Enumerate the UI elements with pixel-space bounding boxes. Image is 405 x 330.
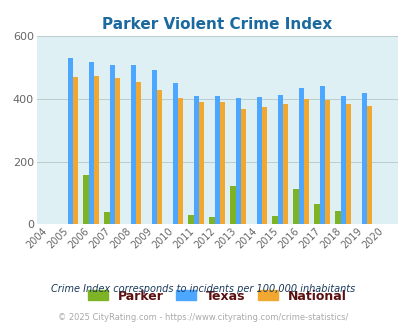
Bar: [214, 96, 219, 224]
Bar: [272, 215, 277, 224]
Bar: [277, 95, 282, 224]
Bar: [83, 175, 88, 224]
Text: Crime Index corresponds to incidents per 100,000 inhabitants: Crime Index corresponds to incidents per…: [51, 284, 354, 294]
Bar: [219, 102, 224, 224]
Bar: [335, 211, 340, 224]
Bar: [193, 96, 198, 224]
Bar: [156, 89, 162, 224]
Bar: [345, 104, 350, 224]
Bar: [235, 98, 240, 224]
Bar: [340, 96, 345, 224]
Bar: [282, 104, 288, 224]
Bar: [94, 77, 99, 224]
Bar: [104, 213, 109, 224]
Bar: [115, 78, 120, 224]
Title: Parker Violent Crime Index: Parker Violent Crime Index: [102, 17, 332, 32]
Legend: Parker, Texas, National: Parker, Texas, National: [85, 287, 348, 305]
Bar: [230, 186, 235, 224]
Bar: [361, 93, 366, 224]
Bar: [261, 107, 266, 224]
Bar: [240, 109, 245, 224]
Bar: [172, 83, 177, 224]
Bar: [67, 58, 72, 224]
Text: © 2025 CityRating.com - https://www.cityrating.com/crime-statistics/: © 2025 CityRating.com - https://www.city…: [58, 313, 347, 322]
Bar: [177, 98, 183, 224]
Bar: [366, 106, 371, 224]
Bar: [303, 99, 308, 224]
Bar: [256, 97, 261, 224]
Bar: [188, 215, 193, 224]
Bar: [209, 216, 214, 224]
Bar: [293, 189, 298, 224]
Bar: [313, 204, 319, 224]
Bar: [109, 65, 115, 224]
Bar: [135, 82, 141, 224]
Bar: [324, 100, 329, 224]
Bar: [298, 88, 303, 224]
Bar: [151, 70, 156, 224]
Bar: [88, 62, 94, 224]
Bar: [198, 102, 204, 224]
Bar: [72, 77, 78, 224]
Bar: [130, 65, 135, 224]
Bar: [319, 86, 324, 224]
